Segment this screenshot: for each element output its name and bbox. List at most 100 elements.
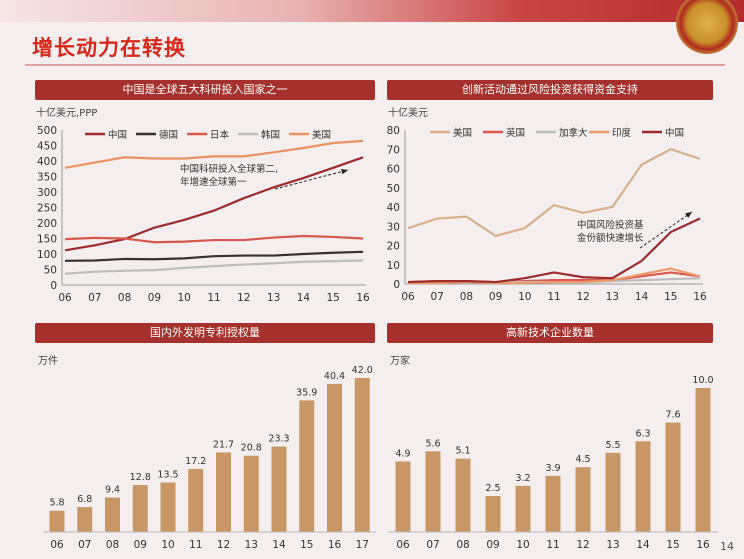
bar-data-label: 13.5: [157, 470, 178, 481]
bar-data-label: 4.9: [395, 448, 410, 459]
x-tick-label: 09: [486, 539, 499, 551]
bar-13: [243, 455, 259, 532]
bar-data-label: 6.8: [77, 494, 92, 505]
chart4-ylabel: 万家: [390, 356, 410, 367]
annotation-text: 金份额快速增长: [577, 232, 644, 244]
y-tick-label: 0: [50, 280, 57, 292]
x-tick-label: 09: [134, 539, 147, 551]
bar-09: [132, 485, 148, 532]
x-tick-label: 12: [576, 539, 589, 551]
page-number: 14: [720, 540, 734, 553]
bar-14: [271, 446, 287, 532]
legend-label: 中国: [108, 129, 127, 141]
annotation-arrow: [274, 169, 349, 190]
bar-data-label: 17.2: [185, 456, 206, 467]
bar-data-label: 10.0: [692, 375, 713, 386]
bar-11: [545, 475, 561, 532]
bar-12: [575, 467, 591, 532]
bar-08: [455, 458, 471, 532]
bar-data-label: 7.6: [665, 410, 680, 421]
x-tick-label: 13: [267, 292, 280, 304]
y-tick-label: 10: [387, 260, 400, 272]
bar-08: [105, 497, 120, 532]
arrow-head-icon: [685, 212, 692, 218]
series-line-中国: [64, 156, 364, 252]
legend-label: 日本: [210, 129, 230, 141]
x-tick-label: 07: [426, 539, 439, 551]
bar-06: [395, 461, 411, 532]
chart1-ylabel: 十亿美元,PPP: [36, 108, 98, 119]
bar-15: [665, 422, 681, 532]
x-tick-label: 14: [297, 292, 311, 304]
y-tick-label: 100: [37, 249, 57, 261]
x-tick-label: 11: [189, 539, 202, 551]
x-tick-label: 06: [50, 539, 64, 551]
x-tick-label: 08: [106, 539, 119, 551]
national-emblem-icon: [676, 0, 738, 54]
y-tick-label: 40: [387, 202, 400, 214]
x-tick-label: 07: [88, 292, 101, 304]
legend-label: 美国: [453, 127, 472, 139]
chart1-title: 中国是全球五大科研投入国家之一: [35, 80, 375, 100]
chart3-ylabel: 万件: [38, 356, 58, 367]
bar-13: [605, 452, 621, 532]
x-tick-label: 10: [516, 539, 529, 551]
series-line-韩国: [64, 259, 364, 275]
series-line-美国: [407, 148, 701, 238]
x-tick-label: 12: [237, 292, 250, 304]
legend-label: 德国: [159, 129, 178, 141]
y-tick-label: 0: [393, 279, 400, 291]
bar-data-label: 12.8: [130, 472, 151, 483]
annotation-text: 中国风险投资基: [577, 219, 644, 231]
y-tick-label: 50: [387, 183, 400, 195]
x-tick-label: 07: [78, 539, 91, 551]
bar-data-label: 20.8: [241, 443, 262, 454]
y-tick-label: 450: [37, 141, 57, 153]
bar-data-label: 2.5: [485, 483, 500, 494]
y-tick-label: 500: [37, 125, 57, 137]
x-tick-label: 15: [327, 292, 340, 304]
bar-09: [485, 496, 501, 532]
bar-data-label: 5.6: [425, 438, 440, 449]
bar-data-label: 9.4: [105, 485, 120, 496]
bar-17: [354, 378, 370, 532]
chart3-title: 国内外发明专利授权量: [35, 323, 375, 343]
x-tick-label: 11: [547, 291, 560, 303]
chart4-title: 高新技术企业数量: [387, 323, 713, 343]
slide-title: 增长动力在转换: [32, 36, 186, 60]
legend-label: 中国: [665, 127, 684, 139]
y-tick-label: 250: [37, 203, 57, 215]
bar-16: [327, 383, 342, 532]
bar-07: [77, 507, 93, 532]
x-tick-label: 14: [635, 291, 649, 303]
x-tick-label: 08: [456, 539, 469, 551]
series-line-德国: [64, 250, 364, 262]
bar-data-label: 21.7: [213, 439, 234, 450]
bar-data-label: 6.3: [635, 428, 650, 439]
bar-10: [160, 482, 176, 532]
y-tick-label: 80: [387, 125, 400, 137]
series-line-日本: [64, 234, 364, 244]
bar-data-label: 5.1: [455, 446, 470, 457]
bar-data-label: 23.3: [268, 434, 289, 445]
bar-11: [188, 468, 204, 532]
series-line-美国: [64, 139, 364, 169]
bar-data-label: 42.0: [352, 365, 373, 376]
y-tick-label: 400: [37, 156, 57, 168]
x-tick-label: 07: [431, 291, 444, 303]
x-tick-label: 14: [636, 539, 650, 551]
y-tick-label: 60: [387, 164, 400, 176]
bar-10: [515, 485, 531, 532]
y-tick-label: 70: [387, 144, 400, 156]
x-tick-label: 08: [460, 291, 473, 303]
y-tick-label: 20: [387, 241, 400, 253]
x-tick-label: 16: [696, 539, 710, 551]
x-tick-label: 11: [207, 292, 220, 304]
x-tick-label: 06: [396, 539, 410, 551]
x-tick-label: 06: [58, 292, 72, 304]
x-tick-label: 13: [245, 539, 258, 551]
bar-12: [216, 452, 231, 532]
bar-data-label: 3.9: [545, 463, 560, 474]
x-tick-label: 15: [666, 539, 679, 551]
